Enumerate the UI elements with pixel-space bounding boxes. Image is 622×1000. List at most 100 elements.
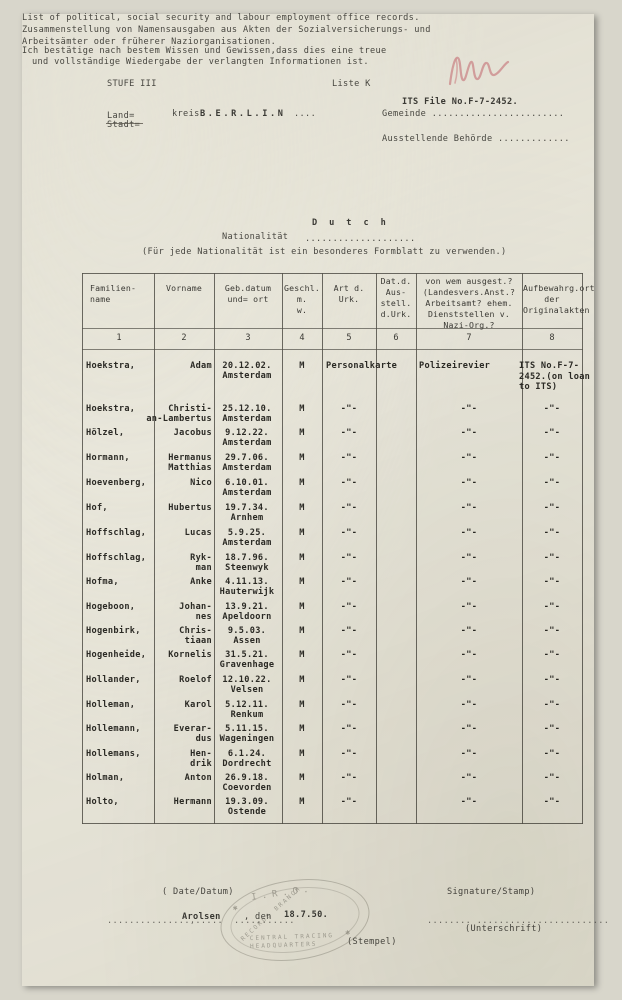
- table-vrule-5: [376, 273, 377, 824]
- table-vrule-2: [214, 273, 215, 824]
- cell-birthplace: Coevorden: [222, 783, 272, 793]
- cell-firstname-cont: drik: [190, 759, 212, 769]
- cell-birthdate: 19.3.09.: [225, 797, 269, 807]
- column-header-aufbewahrungsort: Aufbewahrg.ort der Originalakten: [523, 283, 595, 315]
- column-number-2: 2: [181, 333, 187, 343]
- cell-birthdate: 31.5.21.: [225, 650, 269, 660]
- column-header-geschlecht: Geschl. m. w.: [284, 283, 320, 315]
- cell-issued-by: -"-: [460, 749, 478, 759]
- signature-label: Signature/Stamp): [447, 887, 536, 897]
- nationality-note: (Für jede Nationalität ist ein besondere…: [142, 247, 507, 257]
- cell-document-type: -"-: [340, 528, 358, 538]
- cell-issued-by: -"-: [460, 724, 478, 734]
- ort-dots: ....: [294, 109, 317, 119]
- column-header-ausstellungsdatum: Dat.d. Aus- stell. d.Urk.: [380, 276, 412, 319]
- cell-document-type: -"-: [340, 453, 358, 463]
- cell-issued-by: -"-: [460, 650, 478, 660]
- cell-surname: Hoekstra,: [86, 361, 136, 371]
- cell-surname: Holman,: [86, 773, 125, 783]
- cell-original-location: -"-: [543, 700, 561, 710]
- cell-document-type: -"-: [340, 650, 358, 660]
- cell-original-location: -"-: [543, 453, 561, 463]
- cell-document-type: -"-: [340, 700, 358, 710]
- its-file-number: ITS File No.F-7-2452.: [402, 97, 519, 107]
- den-label: , den: [244, 912, 272, 922]
- cell-surname: Holleman,: [86, 700, 136, 710]
- cell-document-type: -"-: [340, 602, 358, 612]
- cell-document-type: -"-: [340, 503, 358, 513]
- stempel-label: (Stempel): [347, 937, 397, 947]
- cell-surname: Hoevenberg,: [86, 478, 147, 488]
- cell-surname: Hogenheide,: [86, 650, 147, 660]
- cell-document-type: Personalkarte: [326, 361, 398, 371]
- cell-original-location: -"-: [543, 553, 561, 563]
- cell-firstname: Chris-: [179, 626, 212, 636]
- table-vrule-3: [282, 273, 283, 824]
- cell-issued-by: -"-: [460, 577, 478, 587]
- description-line-1: List of political, social security and l…: [22, 13, 420, 23]
- cell-original-location: -"-: [543, 797, 561, 807]
- cell-document-type: -"-: [340, 428, 358, 438]
- cell-document-type: -"-: [340, 478, 358, 488]
- column-number-8: 8: [549, 333, 555, 343]
- cell-birthdate: 5.12.11.: [225, 700, 269, 710]
- cell-birthplace: Velsen: [230, 685, 264, 695]
- cell-firstname: Johan-: [179, 602, 212, 612]
- cell-surname: Hofma,: [86, 577, 119, 587]
- cell-birthplace: Steenwyk: [225, 563, 269, 573]
- cell-sex: M: [299, 361, 305, 371]
- column-header-vorname: Vorname: [166, 283, 202, 293]
- cell-firstname: Anke: [190, 577, 212, 587]
- table-number-rule: [82, 349, 583, 350]
- cell-surname: Hoekstra,: [86, 404, 136, 414]
- cell-birthdate: 6.10.01.: [225, 478, 269, 488]
- date-value: 18.7.50.: [284, 910, 329, 920]
- cell-document-type: -"-: [340, 773, 358, 783]
- cell-surname: Hogenbirk,: [86, 626, 141, 636]
- cell-sex: M: [299, 797, 305, 807]
- cell-issued-by: -"-: [460, 478, 478, 488]
- cell-birthplace: Gravenhage: [219, 660, 275, 670]
- column-number-5: 5: [346, 333, 352, 343]
- attestation-line-2: und vollständige Wiedergabe der verlangt…: [32, 57, 369, 68]
- cell-birthdate: 25.12.10.: [222, 404, 272, 414]
- cell-surname: Holto,: [86, 797, 119, 807]
- column-number-7: 7: [466, 333, 472, 343]
- cell-issued-by: Polizeirevier: [419, 361, 491, 371]
- cell-sex: M: [299, 404, 305, 414]
- nationality-label: Nationalität: [222, 232, 289, 242]
- table-bottom-rule: [82, 823, 583, 824]
- cell-original-location: -"-: [543, 528, 561, 538]
- cell-issued-by: -"-: [460, 453, 478, 463]
- cell-sex: M: [299, 626, 305, 636]
- cell-surname: Hölzel,: [86, 428, 125, 438]
- cell-firstname: Ryk-: [190, 553, 212, 563]
- column-number-4: 4: [299, 333, 305, 343]
- cell-birthdate: 9.5.03.: [227, 626, 267, 636]
- stamp-bottom-text: CENTRAL TRACING HEADQUARTERS: [249, 932, 335, 951]
- cell-original-location: -"-: [543, 503, 561, 513]
- cell-birthplace: Ostende: [227, 807, 267, 817]
- cell-firstname-cont: tiaan: [184, 636, 212, 646]
- cell-birthdate: 26.9.18.: [225, 773, 269, 783]
- cell-birthdate: 6.1.24.: [227, 749, 267, 759]
- land-stadt-label: Land= Stadt=: [107, 111, 141, 130]
- cell-firstname-cont: Matthias: [168, 463, 212, 473]
- cell-sex: M: [299, 749, 305, 759]
- cell-sex: M: [299, 724, 305, 734]
- nationality-dots: ....................: [305, 234, 416, 244]
- cell-firstname-cont: an-Lambertus: [146, 414, 212, 424]
- cell-birthdate: 4.11.13.: [225, 577, 269, 587]
- cell-firstname: Nico: [190, 478, 212, 488]
- paper-sheet: STUFE III Liste K ITS File No.F-7-2452. …: [22, 14, 609, 986]
- attestation-line-1: Ich bestätige nach bestem Wissen und Gew…: [22, 45, 387, 56]
- cell-sex: M: [299, 453, 305, 463]
- cell-firstname: Lucas: [184, 528, 212, 538]
- date-label: ( Date/Datum): [162, 887, 234, 897]
- land-underline: [106, 123, 143, 124]
- cell-firstname: Everar-: [173, 724, 212, 734]
- table-header-rule: [82, 328, 583, 329]
- cell-issued-by: -"-: [460, 700, 478, 710]
- cell-birthdate: 9.12.22.: [225, 428, 269, 438]
- description-block: List of political, social security and l…: [22, 14, 594, 47]
